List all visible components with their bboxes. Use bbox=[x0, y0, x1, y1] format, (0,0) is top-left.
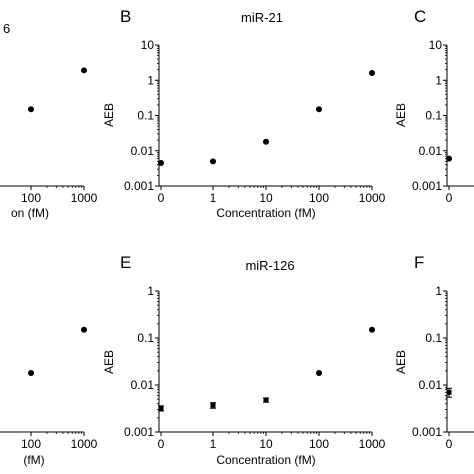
x-tick-label: 10 bbox=[259, 191, 273, 205]
data-point bbox=[446, 155, 452, 162]
y-tick-label: 0.01 bbox=[131, 378, 155, 392]
y-tick-label: 0.01 bbox=[419, 144, 443, 158]
data-point bbox=[316, 106, 322, 113]
y-tick-label: 0.1 bbox=[425, 331, 442, 345]
data-point bbox=[28, 370, 34, 377]
y-tick-label: 0.1 bbox=[137, 331, 154, 345]
data-point bbox=[158, 405, 164, 411]
x-tick-label: 1000 bbox=[359, 191, 386, 205]
x-axis-label: Concentration (fM) bbox=[216, 206, 315, 220]
data-point bbox=[369, 70, 375, 77]
y-tick-label: 0.001 bbox=[124, 179, 154, 193]
data-point bbox=[210, 158, 216, 165]
x-tick-label: 0 bbox=[446, 437, 453, 451]
x-axis-label: on (fM) bbox=[11, 206, 49, 220]
y-axis-label: AEB bbox=[394, 103, 408, 127]
data-point bbox=[369, 326, 375, 333]
y-axis-label: AEB bbox=[102, 350, 116, 374]
y-tick-label: 1 bbox=[435, 284, 442, 298]
x-tick-label: 0 bbox=[446, 191, 453, 205]
x-tick-label: 10 bbox=[259, 437, 273, 451]
x-tick-label: 0 bbox=[158, 191, 165, 205]
data-point bbox=[81, 326, 87, 333]
y-tick-label: 1 bbox=[147, 284, 154, 298]
x-tick-label: 1000 bbox=[71, 437, 98, 451]
x-tick-label: 1000 bbox=[71, 191, 98, 205]
x-tick-label: 1 bbox=[210, 437, 217, 451]
panel-letter: C bbox=[414, 7, 426, 26]
x-tick-label: 100 bbox=[309, 437, 329, 451]
data-point bbox=[81, 67, 87, 74]
x-tick-label: 1000 bbox=[359, 437, 386, 451]
data-point bbox=[263, 397, 269, 403]
x-tick-label: 100 bbox=[21, 437, 41, 451]
y-tick-label: 0.001 bbox=[124, 425, 154, 439]
data-point bbox=[210, 402, 216, 408]
y-tick-label: 1 bbox=[435, 73, 442, 87]
panel-letter: E bbox=[120, 253, 131, 272]
panel-title: miR-21 bbox=[241, 10, 283, 25]
data-point bbox=[316, 370, 322, 377]
panel-letter: B bbox=[120, 7, 131, 26]
panel-letter: F bbox=[414, 253, 424, 272]
y-tick-label: 0.1 bbox=[425, 109, 442, 123]
y-tick-label: 0.001 bbox=[412, 425, 442, 439]
panel-title: miR-126 bbox=[245, 258, 294, 273]
y-axis-label: AEB bbox=[102, 103, 116, 127]
y-tick-label: 0.001 bbox=[412, 179, 442, 193]
data-point bbox=[263, 138, 269, 145]
x-axis-label: Concentration (fM) bbox=[216, 453, 315, 467]
x-axis-label: (fM) bbox=[23, 453, 44, 467]
x-tick-label: 1 bbox=[210, 191, 217, 205]
data-point bbox=[28, 106, 34, 113]
y-tick-label: 0.1 bbox=[137, 109, 154, 123]
y-axis-label: AEB bbox=[394, 350, 408, 374]
y-tick-label: 10 bbox=[429, 38, 443, 52]
data-point bbox=[446, 389, 452, 395]
panel-title: 6 bbox=[3, 21, 10, 36]
y-tick-label: 0.01 bbox=[419, 378, 443, 392]
y-tick-label: 0.01 bbox=[131, 144, 155, 158]
x-tick-label: 0 bbox=[158, 437, 165, 451]
data-point bbox=[158, 159, 164, 166]
y-tick-label: 10 bbox=[141, 38, 155, 52]
x-tick-label: 100 bbox=[309, 191, 329, 205]
x-tick-label: 100 bbox=[21, 191, 41, 205]
y-tick-label: 1 bbox=[147, 73, 154, 87]
